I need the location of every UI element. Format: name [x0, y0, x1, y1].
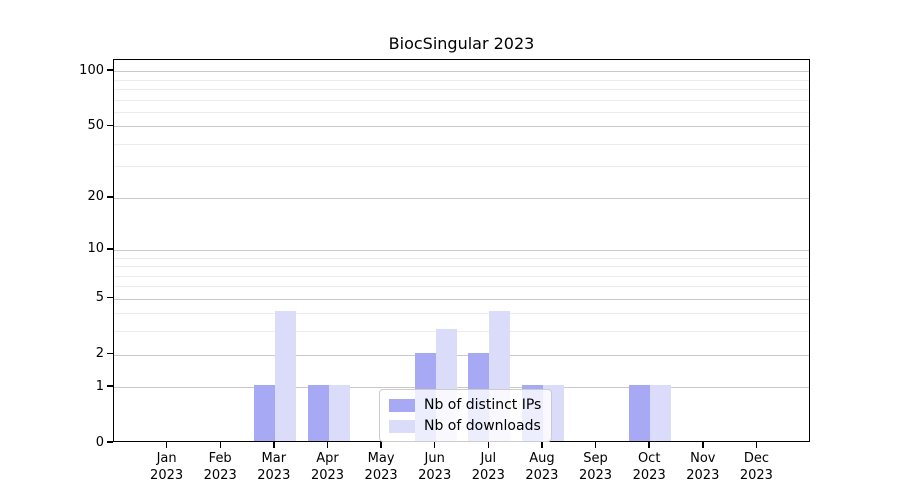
x-tick-mark-feb — [219, 442, 221, 448]
gridline-70 — [114, 99, 809, 101]
plot-area — [113, 59, 810, 442]
gridline-2 — [114, 354, 809, 356]
y-tick-label-1: 1 — [95, 378, 104, 394]
x-tick-label-apr: Apr 2023 — [310, 451, 345, 483]
gridline-100 — [114, 71, 809, 73]
gridline-50 — [114, 126, 809, 128]
x-tick-label-mar: Mar 2023 — [257, 451, 291, 483]
bar-downloads-oct — [650, 385, 672, 441]
x-tick-mark-may — [380, 442, 382, 448]
bar-distinct-ips-apr — [307, 385, 329, 441]
x-tick-mark-dec — [755, 442, 758, 448]
y-tick-label-2: 2 — [95, 346, 104, 361]
gridline-60 — [114, 111, 809, 113]
x-tick-label-may: May 2023 — [364, 451, 398, 483]
y-tick-mark — [107, 248, 113, 250]
legend-label-downloads: Nb of downloads — [424, 418, 541, 434]
y-tick-mark — [107, 69, 113, 71]
legend-swatch-downloads — [389, 419, 415, 433]
x-tick-mark-sep — [594, 442, 597, 448]
x-tick-mark-jan — [165, 442, 168, 448]
x-tick-label-feb: Feb 2023 — [203, 451, 237, 483]
legend-item-distinct-ips: Nb of distinct IPs — [389, 397, 541, 413]
bar-distinct-ips-oct — [629, 385, 651, 441]
y-tick-label-50: 50 — [87, 117, 104, 133]
y-tick-mark — [107, 385, 113, 387]
gridline-1 — [114, 387, 809, 389]
gridline-4 — [114, 313, 809, 315]
x-tick-label-aug: Aug 2023 — [525, 451, 559, 483]
x-tick-label-oct: Oct 2023 — [632, 451, 666, 483]
y-tick-mark — [107, 441, 113, 443]
gridline-30 — [114, 166, 809, 168]
y-tick-label-100: 100 — [79, 62, 104, 78]
y-tick-mark — [107, 196, 113, 198]
x-tick-label-dec: Dec 2023 — [739, 451, 773, 483]
y-tick-mark — [107, 296, 113, 299]
gridline-40 — [114, 143, 809, 145]
x-tick-mark-apr — [326, 442, 329, 448]
x-tick-mark-nov — [702, 442, 704, 448]
x-tick-label-sep: Sep 2023 — [578, 451, 613, 483]
x-tick-label-jul: Jul 2023 — [471, 451, 505, 483]
x-tick-mark-oct — [648, 442, 650, 448]
gridline-80 — [114, 88, 809, 90]
bar-distinct-ips-mar — [253, 385, 275, 441]
bar-downloads-apr — [328, 385, 350, 441]
gridline-8 — [114, 266, 809, 267]
legend-item-downloads: Nb of downloads — [389, 418, 541, 434]
gridline-90 — [114, 79, 809, 81]
y-tick-label-5: 5 — [95, 290, 104, 306]
gridline-3 — [114, 331, 809, 333]
y-tick-label-0: 0 — [95, 434, 104, 450]
gridline-20 — [114, 197, 809, 199]
legend-swatch-distinct-ips — [389, 398, 415, 412]
legend: Nb of distinct IPs Nb of downloads — [379, 389, 553, 442]
legend-label-distinct-ips: Nb of distinct IPs — [424, 397, 542, 413]
x-tick-mark-jun — [433, 442, 436, 448]
y-tick-label-20: 20 — [87, 189, 104, 205]
chart-title: BiocSingular 2023 — [388, 34, 535, 53]
y-tick-label-10: 10 — [87, 241, 104, 257]
gridline-9 — [114, 257, 809, 259]
gridline-7 — [114, 275, 809, 277]
x-tick-mark-mar — [273, 442, 275, 448]
gridline-5 — [114, 298, 809, 300]
x-tick-mark-aug — [541, 442, 543, 448]
y-tick-mark — [107, 352, 113, 355]
y-tick-mark — [107, 124, 113, 126]
x-tick-mark-jul — [487, 442, 490, 448]
bar-downloads-mar — [274, 311, 296, 441]
x-tick-label-jan: Jan 2023 — [150, 451, 184, 483]
gridline-10 — [114, 249, 809, 251]
x-tick-label-jun: Jun 2023 — [418, 451, 452, 483]
gridline-6 — [114, 286, 809, 288]
x-tick-label-nov: Nov 2023 — [686, 451, 720, 483]
